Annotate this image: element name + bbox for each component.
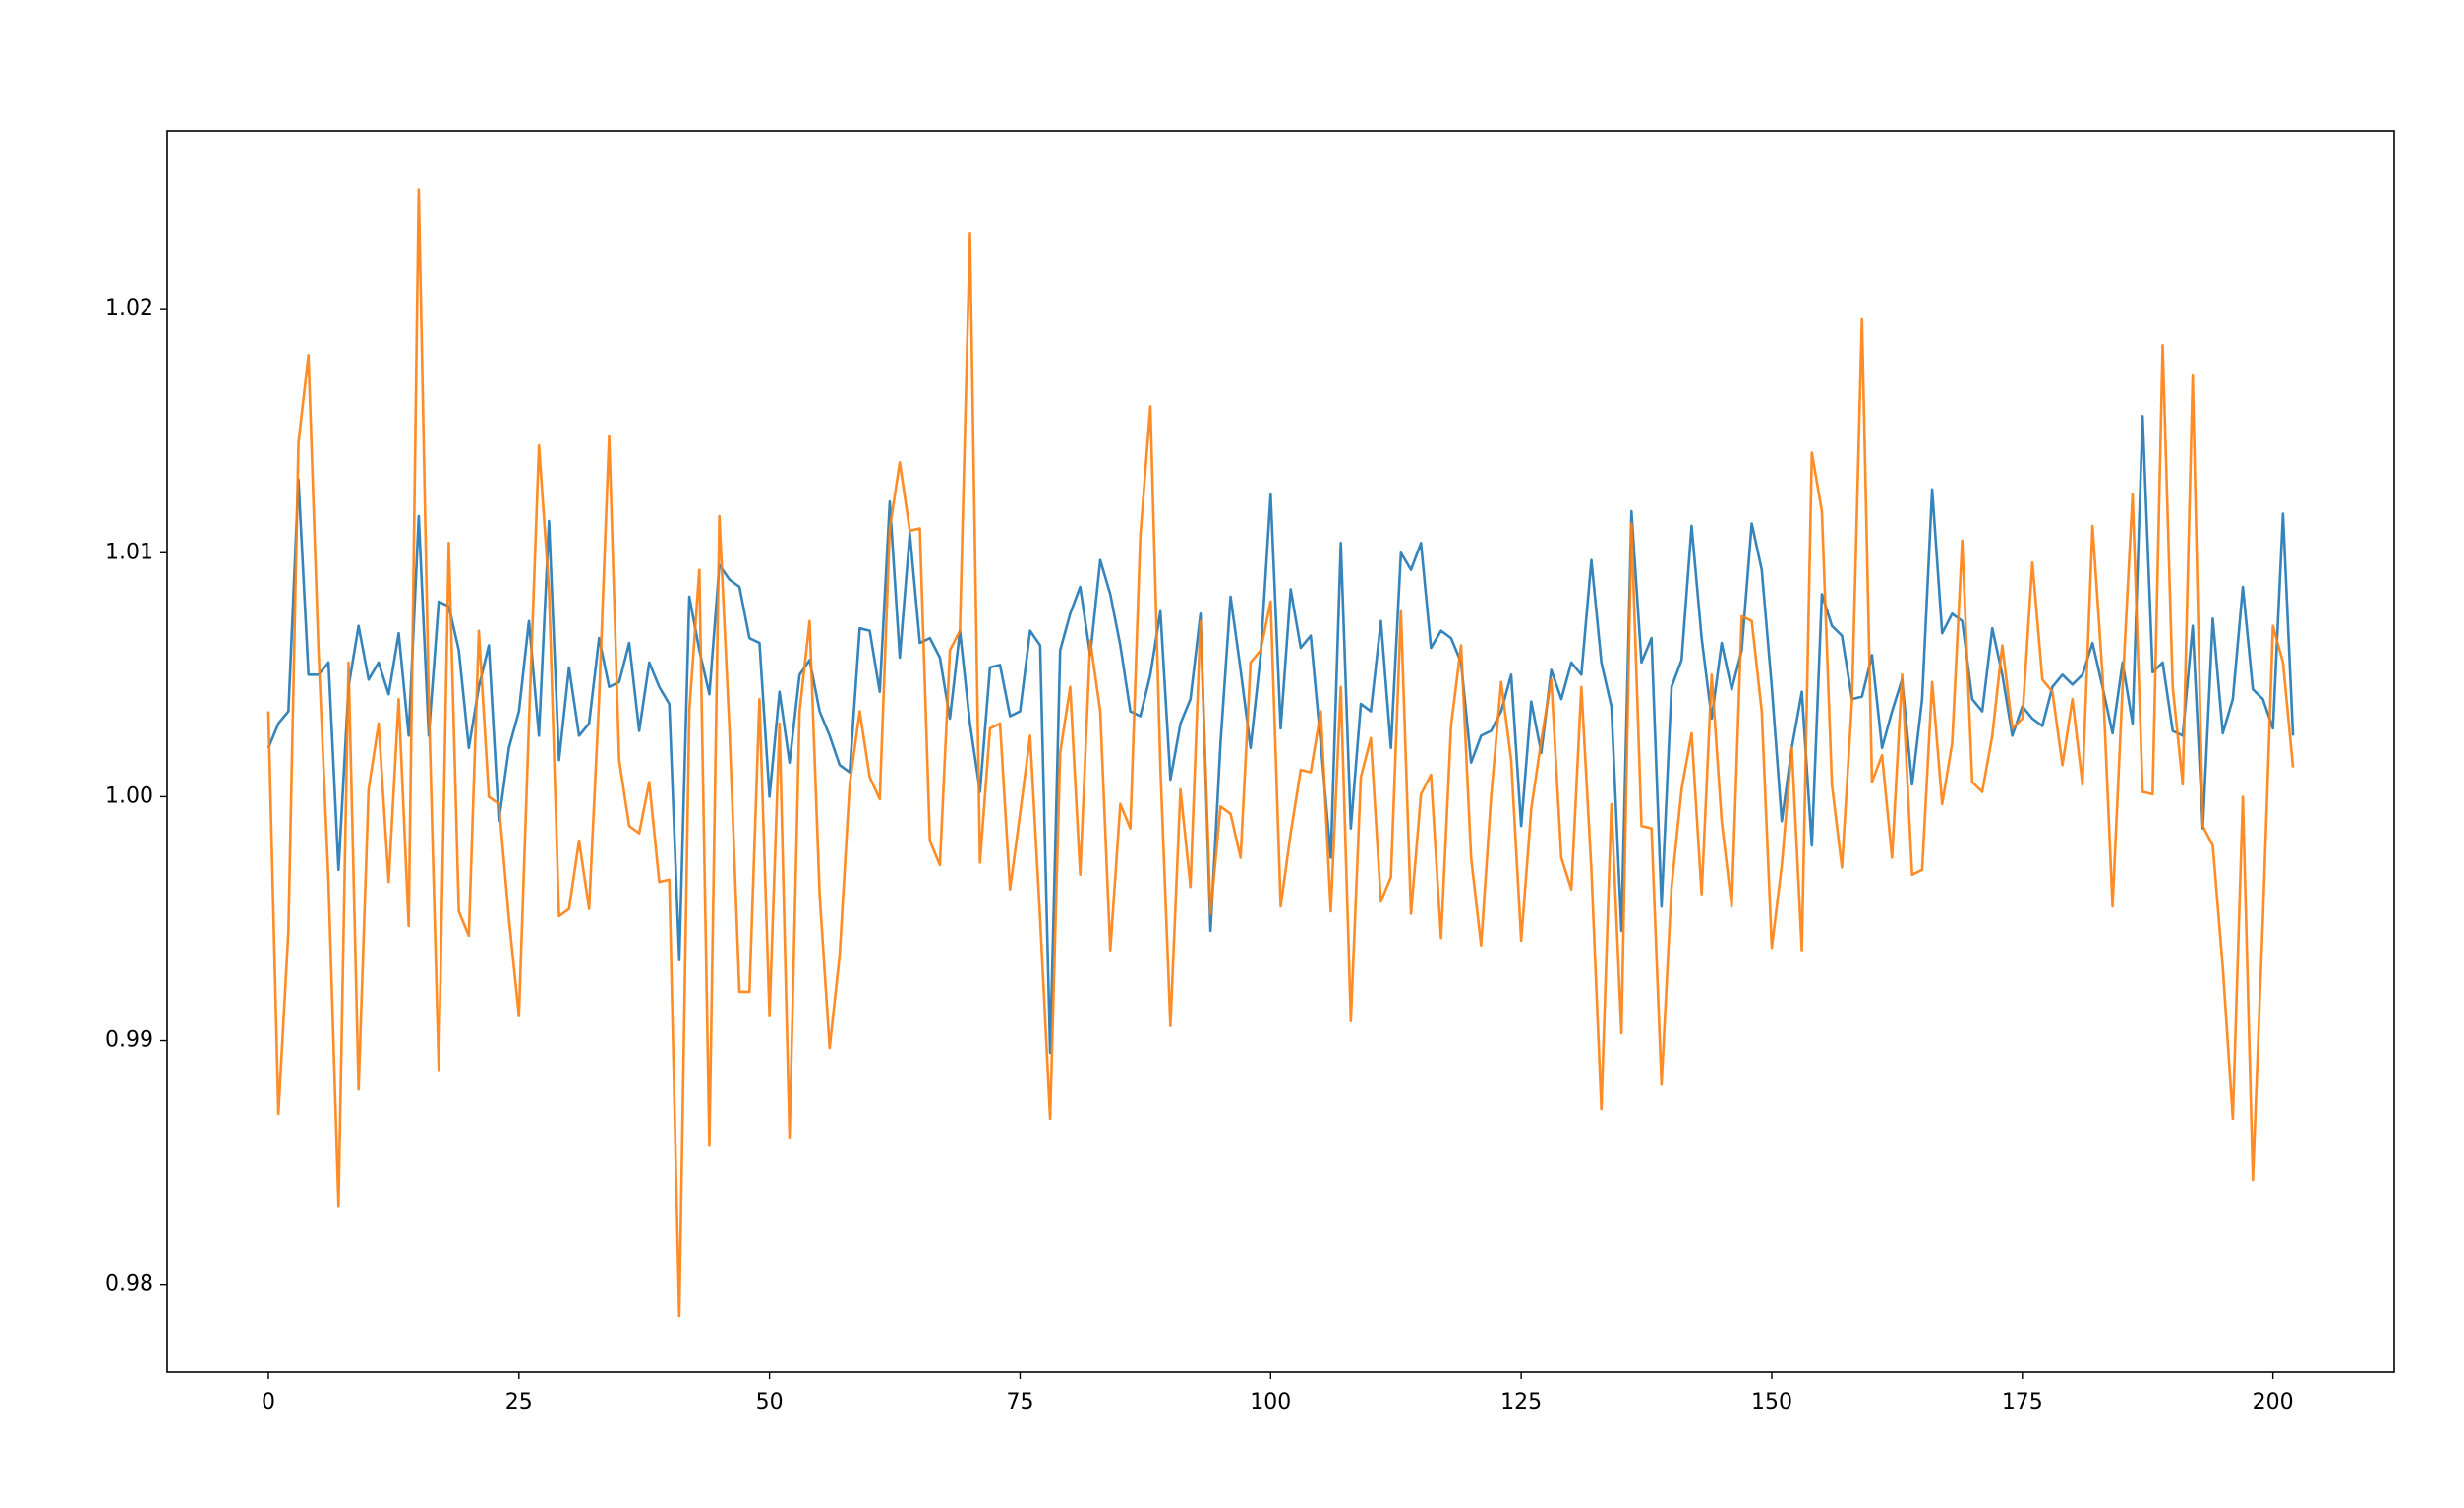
data-line [266, 415, 2295, 1055]
x-tick-label: 50 [756, 1390, 784, 1415]
y-tick-label: 1.01 [105, 540, 153, 564]
x-tick-label: 125 [1500, 1390, 1542, 1415]
x-tick-label: 175 [2002, 1390, 2043, 1415]
y-tick-label: 1.00 [105, 783, 153, 808]
axes-frame [166, 130, 2395, 1373]
data-line [266, 188, 2295, 1318]
x-tick-label: 100 [1250, 1390, 1291, 1415]
x-tick-label: 25 [505, 1390, 533, 1415]
x-tick-label: 75 [1006, 1390, 1033, 1415]
x-tick-label: 0 [262, 1390, 275, 1415]
y-tick-label: 1.02 [105, 296, 153, 320]
x-tick-label: 200 [2253, 1390, 2294, 1415]
y-tick-label: 0.99 [105, 1028, 153, 1053]
y-tick-label: 0.98 [105, 1272, 153, 1297]
x-tick-label: 150 [1751, 1390, 1792, 1415]
